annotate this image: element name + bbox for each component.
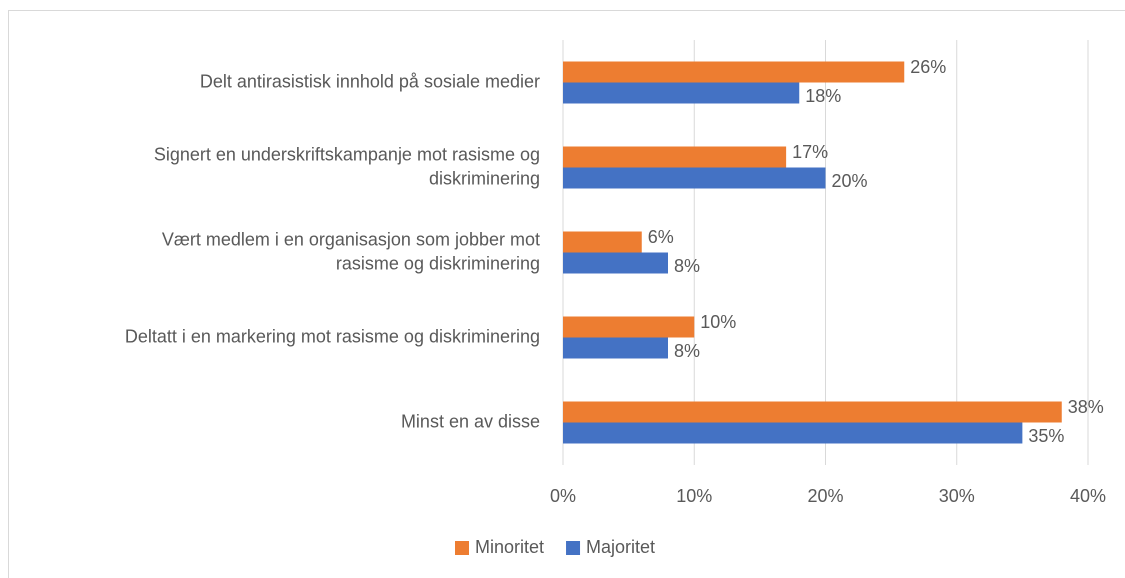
x-tick-label: 20% [807,486,843,506]
data-label: 20% [832,171,868,191]
chart-border [8,10,1125,578]
x-tick-label: 40% [1070,486,1106,506]
y-tick-label: Delt antirasistisk innhold på sosiale me… [200,71,540,91]
bar [563,252,668,274]
bar [563,146,787,168]
bar [563,167,826,189]
bar [563,422,1023,444]
x-tick-label: 30% [939,486,975,506]
data-label: 8% [674,341,700,361]
legend-label: Majoritet [586,537,655,557]
data-label: 26% [910,57,946,77]
y-tick-label: Minst en av disse [401,411,540,431]
bar [563,401,1062,423]
bar [563,61,905,83]
legend-swatch [566,541,581,555]
bar [563,82,800,104]
x-tick-label: 10% [676,486,712,506]
data-label: 8% [674,256,700,276]
legend-label: Minoritet [475,537,544,557]
bar [563,231,642,253]
data-label: 35% [1028,426,1064,446]
bar [563,316,695,338]
y-tick-label: rasisme og diskriminering [336,253,540,273]
x-tick-label: 0% [550,486,576,506]
bar [563,337,668,359]
y-tick-label: Vært medlem i en organisasjon som jobber… [162,229,540,249]
y-tick-label: diskriminering [429,168,540,188]
data-label: 17% [792,142,828,162]
y-tick-label: Deltatt i en markering mot rasisme og di… [125,326,540,346]
data-label: 18% [805,86,841,106]
y-tick-label: Signert en underskriftskampanje mot rasi… [154,144,540,164]
data-label: 38% [1068,397,1104,417]
legend-swatch [455,541,469,555]
data-label: 10% [700,312,736,332]
data-label: 6% [648,227,674,247]
